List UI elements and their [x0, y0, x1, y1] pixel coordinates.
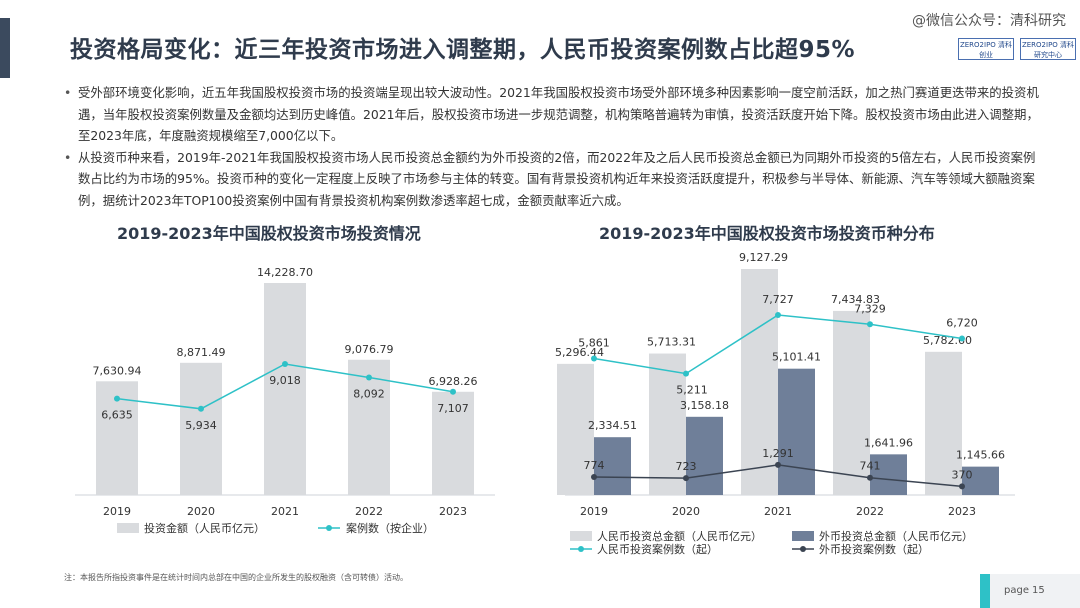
- legend-label: 人民币投资总金额（人民币亿元）: [597, 529, 762, 543]
- line-point-rmb-cases: [683, 370, 689, 377]
- line-value-label: 1,291: [762, 447, 794, 460]
- bar-rmb-amount: [557, 363, 594, 495]
- bar-rmb-amount: [925, 351, 962, 495]
- bar-investment-amount: [180, 362, 222, 495]
- line-point-case-count: [282, 361, 288, 367]
- bar-value-label: 2,334.51: [588, 419, 637, 432]
- bar-value-label: 14,228.70: [257, 266, 313, 279]
- chart-title-currency: 2019-2023年中国股权投资市场投资币种分布: [599, 224, 935, 243]
- line-point-case-count: [450, 388, 456, 395]
- bar-value-label: 1,641.96: [864, 436, 913, 449]
- line-value-label: 370: [952, 468, 973, 481]
- bullet-item: 从投资币种来看，2019年-2021年我国股权投资市场人民币投资总金额约为外币投…: [64, 147, 1044, 212]
- line-value-label: 8,092: [353, 387, 385, 400]
- legend-swatch-foreign-amount: [792, 531, 814, 541]
- x-tick-label: 2023: [439, 505, 467, 518]
- line-point-case-count: [198, 405, 204, 412]
- x-tick-label: 2021: [271, 505, 299, 518]
- bar-value-label: 5,101.41: [772, 351, 821, 364]
- bar-investment-amount: [348, 359, 390, 495]
- legend-label: 外币投资总金额（人民币亿元）: [819, 529, 973, 543]
- line-point-foreign-cases: [683, 475, 689, 482]
- legend-swatch-investment-amount: [117, 523, 139, 533]
- bullet-item: 受外部环境变化影响，近五年我国股权投资市场的投资端呈现出较大波动性。2021年我…: [64, 82, 1044, 147]
- bar-value-label: 3,158.18: [680, 399, 729, 412]
- line-value-label: 9,018: [269, 374, 301, 387]
- page-title: 投资格局变化：近三年投资市场进入调整期，人民币投资案例数占比超95%: [70, 37, 856, 63]
- legend-label: 投资金额（人民币亿元）: [144, 521, 265, 535]
- page-number: 15: [1032, 585, 1045, 596]
- line-point-rmb-cases: [591, 355, 597, 362]
- line-value-label: 723: [676, 460, 697, 473]
- currency-chart: 5,296.44 2,334.51 2019 5,713.31 3,158.18 2020…: [555, 251, 1015, 556]
- bar-value-label: 9,127.29: [739, 251, 788, 264]
- bullet-list: 受外部环境变化影响，近五年我国股权投资市场的投资端呈现出较大波动性。2021年我…: [64, 82, 1044, 211]
- line-value-label: 5,211: [676, 384, 708, 397]
- line-value-label: 7,329: [854, 302, 886, 315]
- chart-title-investment: 2019-2023年中国股权投资市场投资情况: [117, 224, 421, 243]
- x-tick-label: 2019: [580, 505, 608, 518]
- legend-marker-rmb-cases: [578, 546, 584, 552]
- x-tick-label: 2020: [672, 505, 700, 518]
- bar-foreign-amount: [778, 368, 815, 495]
- legend-marker-case-count: [326, 525, 332, 531]
- bar-rmb-amount: [833, 310, 870, 495]
- line-point-foreign-cases: [867, 474, 873, 481]
- line-value-label: 7,107: [437, 402, 469, 415]
- bar-value-label: 5,296.44: [555, 346, 604, 359]
- watermark: @微信公众号：清科研究: [912, 13, 1066, 29]
- line-point-foreign-cases: [775, 461, 781, 468]
- bar-investment-amount: [264, 283, 306, 495]
- bar-rmb-amount: [741, 269, 778, 495]
- x-tick-label: 2021: [764, 505, 792, 518]
- footnote: 注：本报告所指投资事件是在统计时间内总部在中国的企业所发生的股权融资（含可转债）…: [64, 573, 408, 582]
- bar-foreign-amount: [962, 466, 999, 495]
- logo-zero2ipo-research: ZERO2IPO 清科研究中心: [1020, 38, 1076, 60]
- legend-marker-foreign-cases: [800, 546, 806, 552]
- bar-foreign-amount: [870, 454, 907, 495]
- page-label: page: [1004, 585, 1029, 596]
- line-value-label: 5,934: [185, 419, 217, 432]
- legend-label: 外币投资案例数（起）: [819, 542, 929, 556]
- legend-label: 案例数（按企业）: [346, 521, 434, 535]
- line-value-label: 774: [584, 459, 605, 472]
- bar-value-label: 7,434.83: [831, 293, 880, 306]
- bar-foreign-amount: [686, 416, 723, 495]
- line-value-label: 6,720: [946, 316, 978, 329]
- line-point-case-count: [114, 395, 120, 402]
- bar-value-label: 5,713.31: [647, 336, 696, 349]
- bar-value-label: 8,871.49: [177, 346, 226, 359]
- x-tick-label: 2020: [187, 505, 215, 518]
- line-point-rmb-cases: [959, 335, 965, 342]
- bar-value-label: 1,145.66: [956, 449, 1005, 462]
- line-point-case-count: [366, 374, 372, 381]
- bar-value-label: 6,928.26: [429, 375, 478, 388]
- legend-label: 人民币投资案例数（起）: [597, 542, 718, 556]
- x-tick-label: 2022: [355, 505, 383, 518]
- line-point-rmb-cases: [867, 321, 873, 328]
- line-value-label: 6,635: [101, 409, 133, 422]
- legend-swatch-rmb-amount: [570, 531, 592, 541]
- line-point-foreign-cases: [591, 473, 597, 480]
- bar-value-label: 9,076.79: [345, 343, 394, 356]
- bar-investment-amount: [432, 391, 474, 495]
- line-point-foreign-cases: [959, 483, 965, 490]
- bar-rmb-amount: [649, 353, 686, 495]
- bar-value-label: 7,630.94: [93, 364, 142, 377]
- line-value-label: 741: [860, 460, 881, 473]
- investment-chart: 7,630.94 2019 8,871.49 2020 14,228.70 2021 9,0…: [75, 266, 495, 535]
- bar-foreign-amount: [594, 437, 631, 495]
- logo-group: ZERO2IPO 清科创业 ZERO2IPO 清科研究中心: [958, 38, 1076, 60]
- x-tick-label: 2022: [856, 505, 884, 518]
- page-stripe: [980, 574, 990, 608]
- x-tick-label: 2023: [948, 505, 976, 518]
- x-tick-label: 2019: [103, 505, 131, 518]
- line-point-rmb-cases: [775, 312, 781, 318]
- line-value-label: 5,861: [578, 336, 610, 349]
- line-value-label: 7,727: [762, 293, 794, 306]
- page-indicator: [980, 574, 1080, 608]
- accent-bar: [0, 18, 10, 78]
- logo-zero2ipo-ventures: ZERO2IPO 清科创业: [958, 38, 1014, 60]
